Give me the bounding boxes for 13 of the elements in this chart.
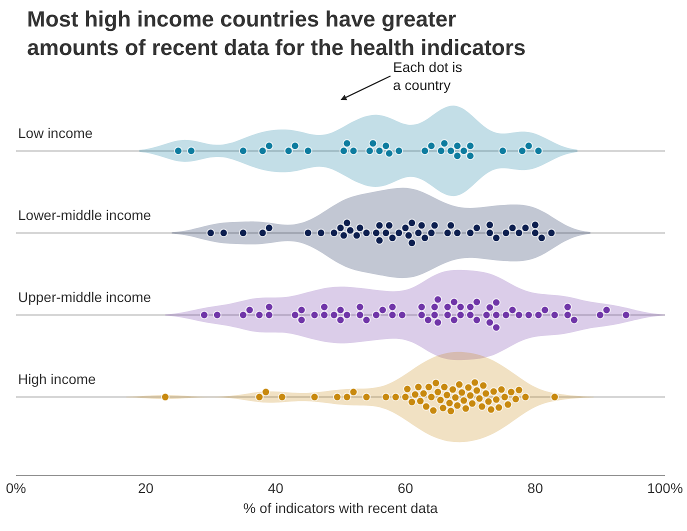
y-tick-label: Lower-middle income	[18, 207, 152, 223]
y-tick-label: Low income	[18, 125, 93, 141]
x-tick-label: 20	[138, 480, 154, 496]
chart-title: Most high income countries have greater amounts of recent data for the health indicators	[27, 6, 526, 60]
y-tick-label: High income	[18, 371, 96, 387]
y-tick-label: Upper-middle income	[18, 289, 152, 305]
x-tick-label: 60	[398, 480, 414, 496]
x-tick-label: 40	[268, 480, 284, 496]
x-tick-label: 0%	[6, 480, 26, 496]
x-tick-label: 100%	[647, 480, 683, 496]
annotation: Each dot is a country	[393, 59, 462, 94]
x-tick-label: 80	[527, 480, 544, 496]
x-axis-title: % of indicators with recent data	[243, 500, 438, 516]
